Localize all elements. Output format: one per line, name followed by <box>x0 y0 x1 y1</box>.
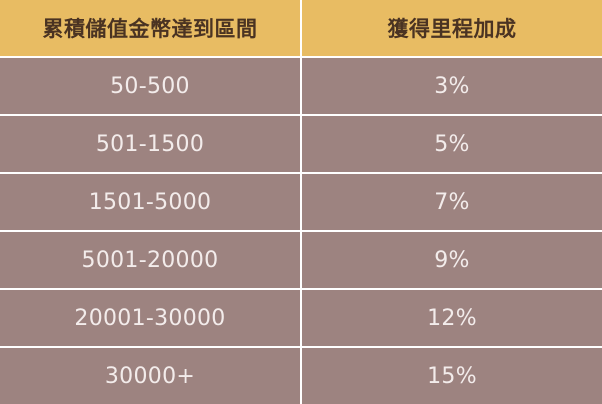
column-divider <box>300 58 302 114</box>
table-cell-bonus: 15% <box>302 348 602 404</box>
row-divider <box>0 114 602 116</box>
column-divider <box>300 232 302 288</box>
column-divider <box>300 290 302 346</box>
table-cell-range: 501-1500 <box>0 116 300 172</box>
table-cell-bonus: 5% <box>302 116 602 172</box>
row-divider <box>0 172 602 174</box>
table-cell-range: 1501-5000 <box>0 174 300 230</box>
table-cell-bonus: 9% <box>302 232 602 288</box>
header-range: 累積儲值金幣達到區間 <box>0 0 300 56</box>
table-cell-range: 5001-20000 <box>0 232 300 288</box>
table-cell-bonus: 3% <box>302 58 602 114</box>
table-cell-bonus: 7% <box>302 174 602 230</box>
column-divider <box>300 348 302 404</box>
row-divider <box>0 288 602 290</box>
table-cell-range: 30000+ <box>0 348 300 404</box>
column-divider <box>300 116 302 172</box>
row-divider <box>0 346 602 348</box>
row-divider <box>0 56 602 58</box>
table-cell-bonus: 12% <box>302 290 602 346</box>
header-bonus: 獲得里程加成 <box>302 0 602 56</box>
column-divider <box>300 174 302 230</box>
table-cell-range: 50-500 <box>0 58 300 114</box>
column-divider <box>300 0 302 56</box>
table-cell-range: 20001-30000 <box>0 290 300 346</box>
row-divider <box>0 230 602 232</box>
